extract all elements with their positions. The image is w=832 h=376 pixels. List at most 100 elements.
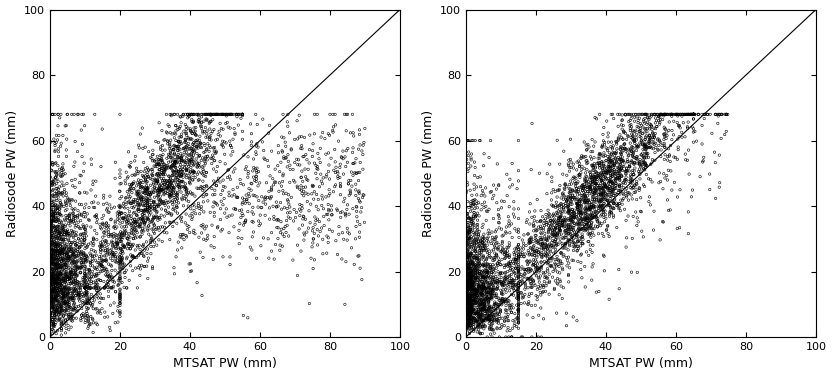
Point [596, 230, 609, 237]
Point [175, 159, 188, 165]
Point [49, 241, 62, 247]
Point [180, 234, 193, 240]
Point [459, 289, 473, 295]
Point [462, 293, 475, 299]
Point [468, 206, 482, 212]
Point [483, 302, 496, 308]
Point [312, 233, 325, 239]
Point [696, 159, 710, 165]
Point [468, 275, 481, 281]
Point [99, 240, 112, 246]
Point [316, 129, 329, 135]
Point [687, 111, 701, 117]
Point [592, 215, 605, 221]
Point [685, 111, 698, 117]
Point [532, 249, 545, 255]
Point [116, 237, 129, 243]
Point [591, 218, 604, 224]
Point [588, 211, 602, 217]
Point [481, 295, 494, 301]
Point [210, 111, 223, 117]
Point [586, 212, 599, 218]
Point [509, 282, 522, 288]
Point [163, 219, 176, 225]
Point [572, 243, 585, 249]
Point [171, 159, 184, 165]
Point [465, 314, 478, 320]
Point [81, 211, 94, 217]
Point [173, 141, 186, 147]
Point [186, 229, 200, 235]
Point [468, 282, 481, 288]
Point [190, 138, 203, 144]
Point [93, 299, 106, 305]
Point [164, 137, 177, 143]
Point [51, 288, 64, 294]
Point [470, 300, 483, 306]
Point [460, 250, 473, 256]
Point [45, 167, 58, 173]
Point [512, 274, 525, 280]
Point [619, 180, 632, 186]
Point [52, 211, 66, 217]
Point [146, 152, 160, 158]
Point [635, 209, 648, 215]
Point [165, 164, 178, 170]
Point [526, 277, 539, 283]
Point [698, 111, 711, 117]
Point [473, 247, 487, 253]
Point [580, 211, 593, 217]
Point [171, 239, 185, 245]
Point [44, 278, 57, 284]
Point [190, 132, 203, 138]
Point [51, 248, 64, 254]
Point [344, 177, 358, 183]
Point [162, 204, 176, 210]
Point [461, 248, 474, 254]
Point [57, 287, 71, 293]
Point [607, 115, 621, 121]
Point [141, 203, 154, 209]
Point [141, 215, 154, 221]
Point [614, 150, 627, 156]
Point [114, 229, 127, 235]
Point [46, 188, 59, 194]
Point [530, 254, 543, 260]
Point [597, 207, 611, 213]
Point [338, 195, 351, 201]
Point [468, 296, 482, 302]
Point [168, 164, 181, 170]
Point [184, 156, 197, 162]
Point [113, 188, 126, 194]
Point [164, 192, 177, 198]
Point [461, 226, 474, 232]
Point [47, 306, 60, 312]
Point [102, 229, 115, 235]
Point [476, 331, 489, 337]
Point [477, 284, 490, 290]
Point [57, 290, 70, 296]
Point [245, 143, 258, 149]
Point [126, 204, 139, 210]
Point [155, 176, 168, 182]
Point [142, 223, 156, 229]
Point [198, 129, 211, 135]
Point [207, 199, 220, 205]
Point [605, 111, 618, 117]
Point [75, 290, 88, 296]
Point [463, 303, 477, 309]
Point [468, 282, 481, 288]
Point [61, 111, 74, 117]
Point [535, 237, 548, 243]
Point [295, 205, 309, 211]
Point [52, 205, 65, 211]
Point [661, 111, 674, 117]
Point [459, 252, 473, 258]
Point [72, 281, 86, 287]
Point [178, 186, 191, 192]
Point [132, 206, 146, 212]
Point [55, 165, 68, 171]
Point [562, 205, 576, 211]
Point [472, 259, 485, 265]
Point [184, 261, 197, 267]
